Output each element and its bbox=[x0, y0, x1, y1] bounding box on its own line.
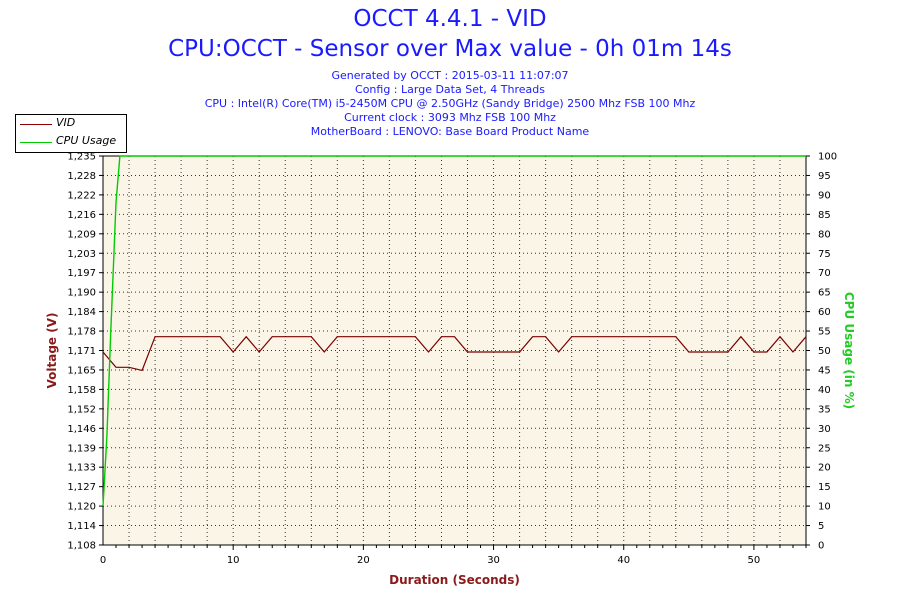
y-tick-label: 1,165 bbox=[67, 365, 96, 376]
y2-tick-label: 35 bbox=[818, 404, 831, 415]
y-tick-label: 1,235 bbox=[67, 152, 96, 163]
axes: 1,108 0 1,114 5 1,120 10 1,127 15 1,133 20 1,139 25… bbox=[67, 152, 837, 567]
chart-subtitle: CPU:OCCT - Sensor over Max value - 0h 01… bbox=[168, 36, 732, 62]
y2-tick-label: 0 bbox=[818, 541, 824, 552]
y-tick-label: 1,171 bbox=[67, 346, 96, 357]
y2-tick-label: 95 bbox=[818, 171, 831, 182]
y-tick-label: 1,184 bbox=[67, 307, 96, 318]
y2-tick-label: 20 bbox=[818, 463, 831, 474]
info-clock: Current clock : 3093 Mhz FSB 100 Mhz bbox=[344, 111, 556, 124]
y-tick-label: 1,133 bbox=[67, 463, 96, 474]
y2-tick-label: 5 bbox=[818, 521, 824, 532]
info-config: Config : Large Data Set, 4 Threads bbox=[355, 83, 545, 96]
chart-title: OCCT 4.4.1 - VID bbox=[353, 6, 547, 32]
chart-legend: VID CPU Usage bbox=[15, 114, 127, 153]
y-tick-label: 1,209 bbox=[67, 229, 96, 240]
y-tick-label: 1,178 bbox=[67, 327, 96, 338]
y-tick-label: 1,158 bbox=[67, 385, 96, 396]
y-tick-label: 1,190 bbox=[67, 288, 96, 299]
x-tick-label: 50 bbox=[748, 555, 761, 566]
y-tick-label: 1,139 bbox=[67, 443, 96, 454]
y2-tick-label: 80 bbox=[818, 229, 831, 240]
info-motherboard: MotherBoard : LENOVO: Base Board Product… bbox=[310, 125, 590, 138]
x-tick-label: 20 bbox=[357, 555, 370, 566]
y2-tick-label: 40 bbox=[818, 385, 831, 396]
y2-tick-label: 65 bbox=[818, 288, 831, 299]
y2-tick-label: 55 bbox=[818, 327, 831, 338]
y2-tick-label: 10 bbox=[818, 502, 831, 513]
y-tick-label: 1,120 bbox=[67, 502, 96, 513]
y2-tick-label: 75 bbox=[818, 249, 831, 260]
y-tick-label: 1,108 bbox=[67, 541, 96, 552]
legend-label-cpu-usage: CPU Usage bbox=[56, 134, 117, 147]
y2-tick-label: 50 bbox=[818, 346, 831, 357]
y2-axis-title: CPU Usage (in %) bbox=[842, 292, 856, 409]
y2-tick-label: 100 bbox=[818, 152, 837, 163]
series-group bbox=[102, 155, 807, 507]
y-tick-label: 1,127 bbox=[67, 482, 96, 493]
y-axis-title: Voltage (V) bbox=[45, 313, 59, 389]
y-tick-label: 1,216 bbox=[67, 210, 96, 221]
y2-tick-label: 85 bbox=[818, 210, 831, 221]
legend-swatch-cpu-usage bbox=[20, 142, 52, 143]
series-line-vid bbox=[102, 335, 807, 372]
legend-item-cpu-usage: CPU Usage bbox=[16, 134, 126, 150]
y-tick-label: 1,197 bbox=[67, 268, 96, 279]
y2-tick-label: 70 bbox=[818, 268, 831, 279]
y2-tick-label: 25 bbox=[818, 443, 831, 454]
series-line-cpu-usage bbox=[102, 155, 806, 507]
info-cpu: CPU : Intel(R) Core(TM) i5-2450M CPU @ 2… bbox=[204, 97, 696, 110]
y-tick-label: 1,146 bbox=[67, 424, 96, 435]
y2-tick-label: 15 bbox=[818, 482, 831, 493]
y-tick-label: 1,222 bbox=[67, 190, 96, 201]
x-tick-label: 10 bbox=[227, 555, 240, 566]
x-tick-label: 30 bbox=[487, 555, 500, 566]
y-tick-label: 1,114 bbox=[67, 521, 96, 532]
y2-tick-label: 45 bbox=[818, 365, 831, 376]
y2-tick-label: 90 bbox=[818, 190, 831, 201]
y2-tick-label: 60 bbox=[818, 307, 831, 318]
y-tick-label: 1,203 bbox=[67, 249, 96, 260]
x-tick-label: 0 bbox=[100, 555, 106, 566]
plot-area bbox=[103, 156, 806, 545]
y-tick-label: 1,228 bbox=[67, 171, 96, 182]
x-axis-title: Duration (Seconds) bbox=[389, 573, 520, 587]
y2-tick-label: 30 bbox=[818, 424, 831, 435]
legend-item-vid: VID bbox=[16, 116, 126, 132]
legend-label-vid: VID bbox=[56, 116, 76, 129]
info-generated: Generated by OCCT : 2015-03-11 11:07:07 bbox=[331, 69, 569, 82]
legend-swatch-vid bbox=[20, 124, 52, 125]
y-tick-label: 1,152 bbox=[67, 404, 96, 415]
grid-lines bbox=[103, 156, 806, 545]
x-tick-label: 40 bbox=[617, 555, 630, 566]
